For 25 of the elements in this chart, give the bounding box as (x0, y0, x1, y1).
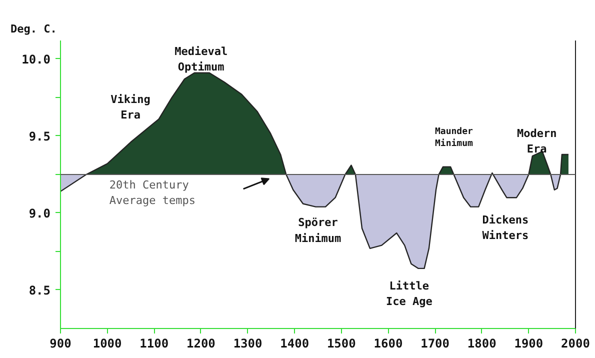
annotation: Medieval Optimum (174, 44, 228, 74)
annotation: Viking Era (110, 92, 150, 122)
x-tick-label: 1100 (140, 336, 169, 350)
y-tick-label: 9.5 (28, 129, 51, 144)
y-tick-label: 9.0 (28, 206, 51, 220)
annotation: Little Ice Age (386, 279, 433, 308)
annotation: Spörer Minimum (294, 216, 342, 245)
y-axis-title: Deg. C. (10, 22, 57, 36)
x-tick-label: 1600 (374, 336, 403, 350)
annotation: Dickens Winters (482, 213, 529, 242)
x-tick-label: 1400 (280, 336, 310, 350)
x-tick-label: 900 (50, 336, 72, 350)
y-tick-label: 10.0 (22, 52, 51, 66)
x-tick-label: 1500 (326, 336, 356, 350)
x-tick-label: 1000 (92, 336, 122, 350)
x-tick-label: 2000 (561, 336, 590, 350)
x-tick-label: 1700 (420, 336, 450, 350)
annotation: Maunder Minimum (434, 126, 474, 149)
y-tick-label: 8.5 (28, 283, 51, 298)
x-tick-label: 1800 (467, 336, 496, 350)
annotation: Modern Era (517, 126, 557, 156)
x-tick-label: 1300 (233, 336, 262, 350)
x-tick-label: 1900 (514, 336, 544, 350)
ref-line-label: 20th Century Average temps (109, 178, 196, 208)
x-tick-label: 1200 (186, 336, 216, 350)
